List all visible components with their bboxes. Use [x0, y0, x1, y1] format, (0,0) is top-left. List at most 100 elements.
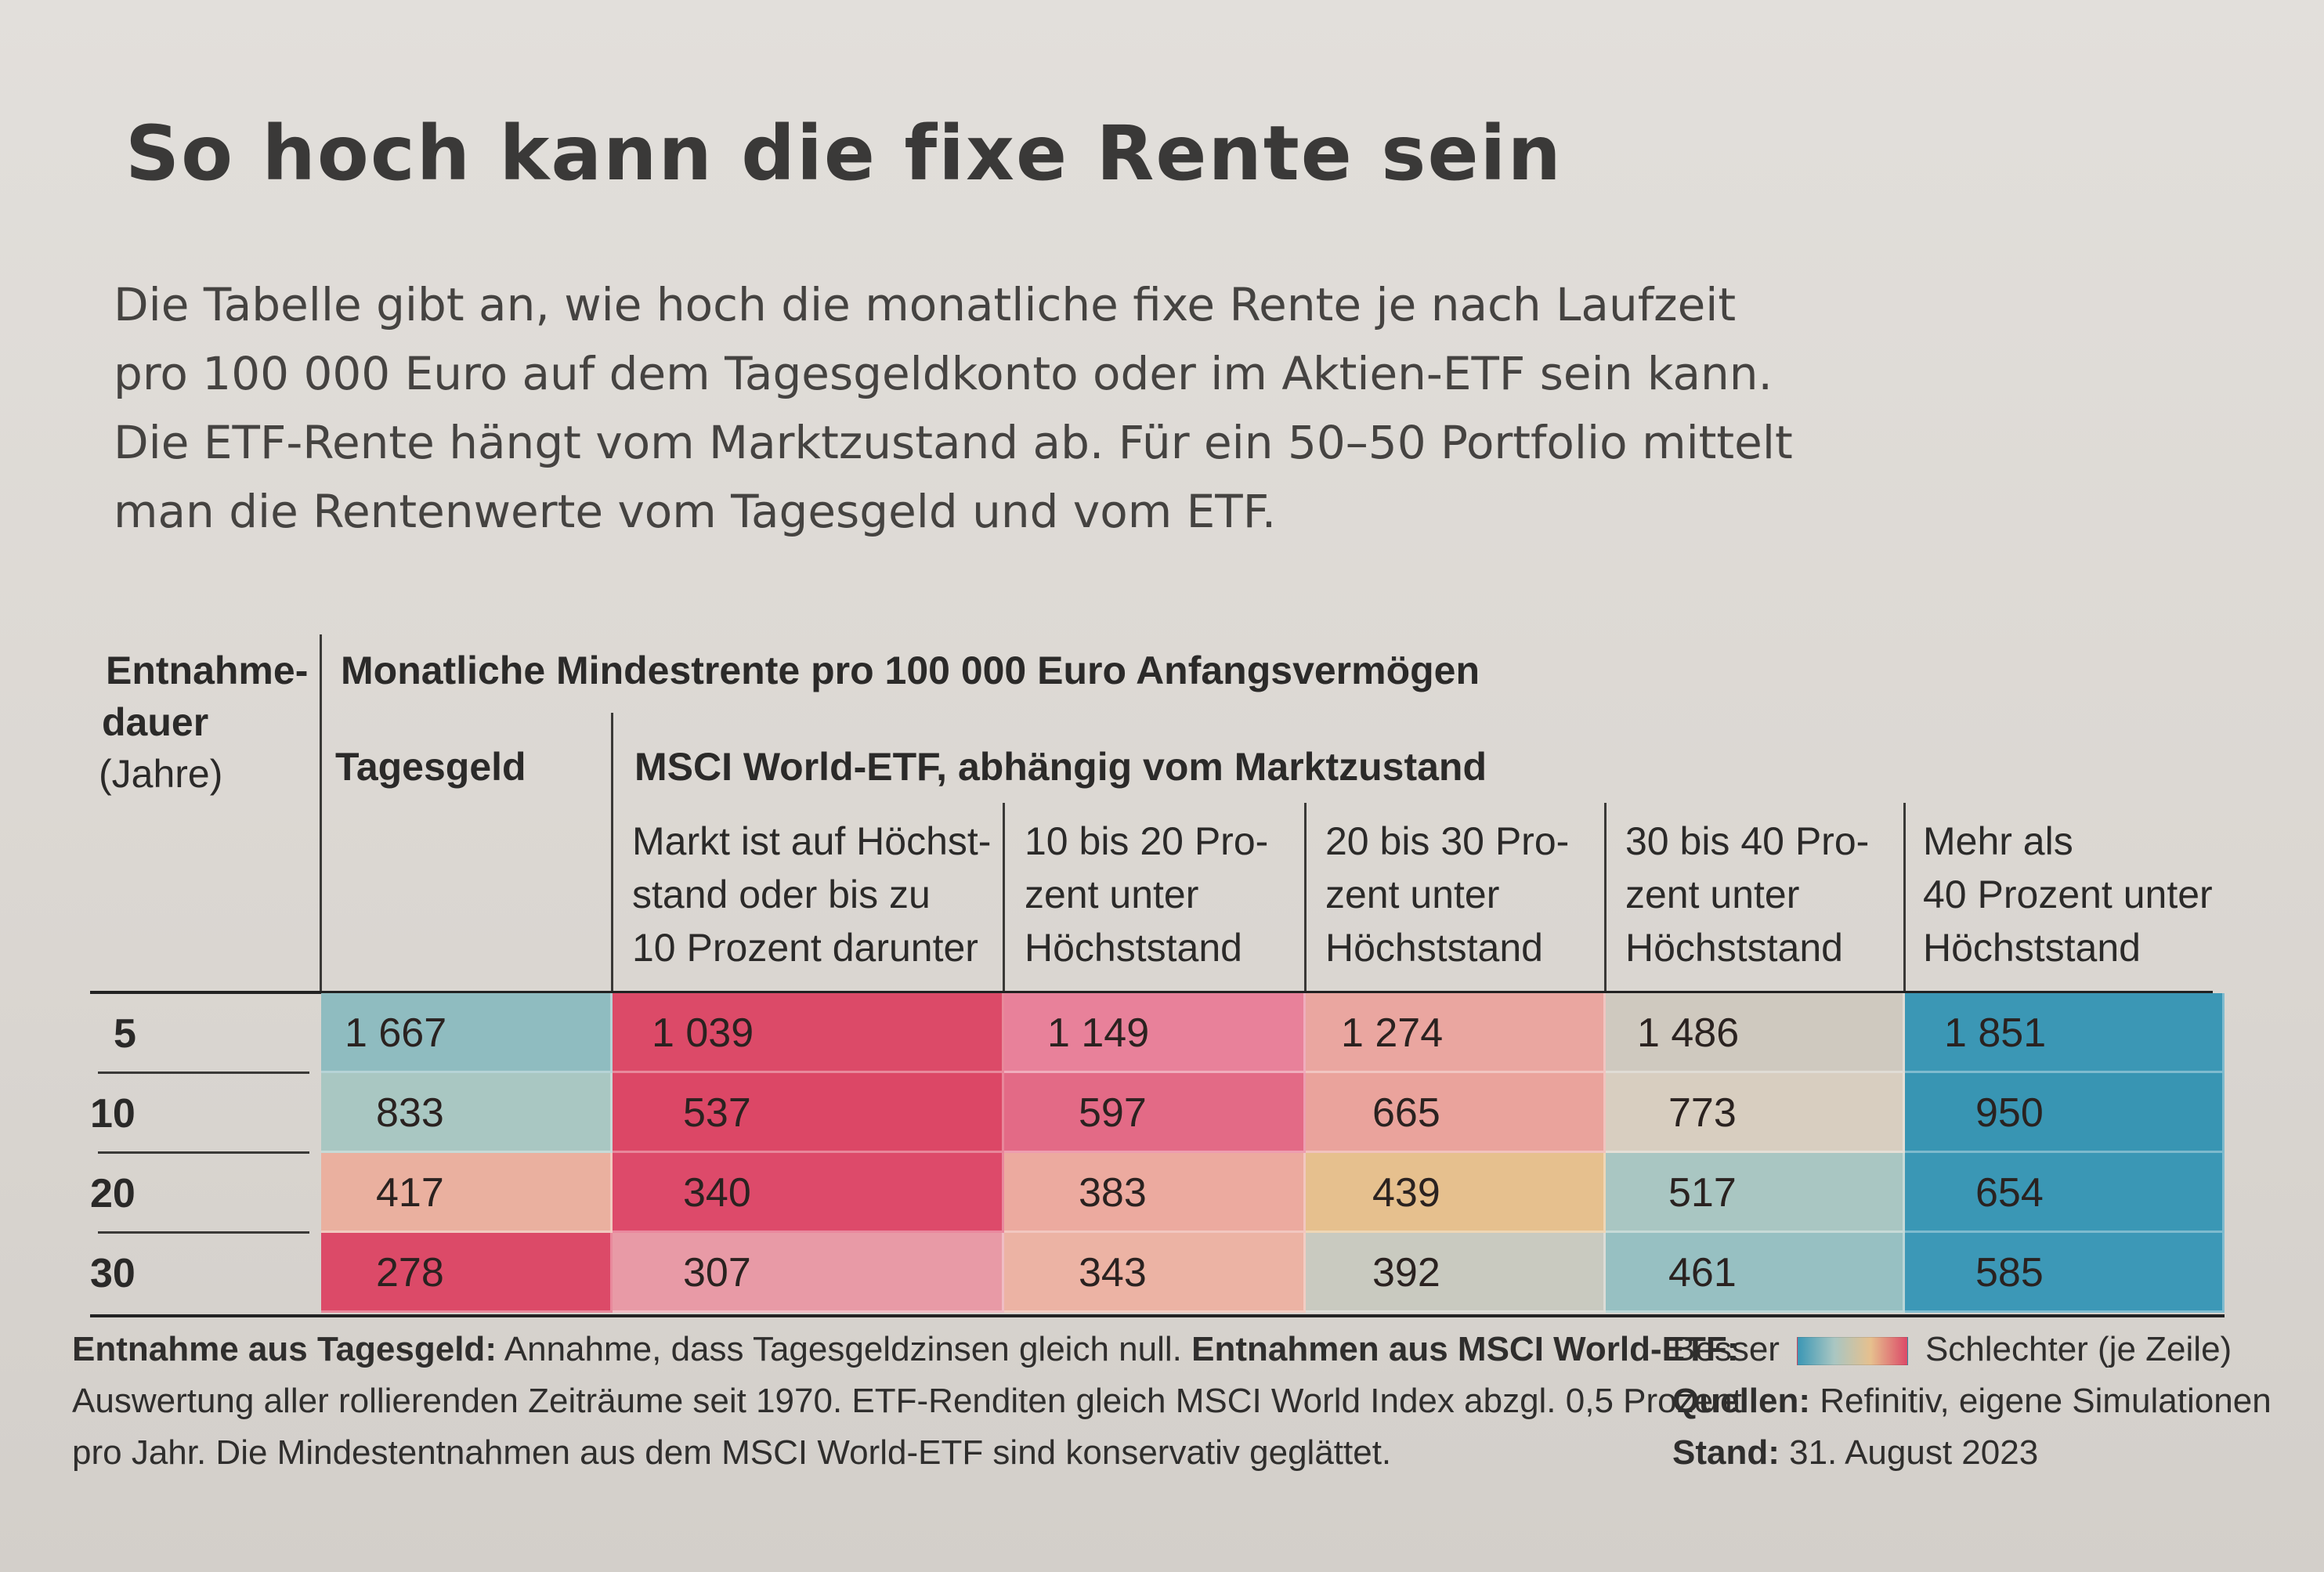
col-header-etf-5: Mehr als 40 Prozent unter Höchststand	[1923, 815, 2213, 974]
cell-value: 773	[1668, 1090, 1737, 1136]
footnote-line-3: pro Jahr. Die Mindestentnahmen aus dem M…	[72, 1433, 1392, 1472]
cell-value: 517	[1668, 1170, 1737, 1216]
col-header-etf-3: 20 bis 30 Pro- zent unter Höchststand	[1325, 815, 1569, 974]
table-cell: 343	[1004, 1233, 1306, 1313]
col-header-line: Mehr als	[1923, 819, 2073, 863]
col-header-etf-1: Markt ist auf Höchst- stand oder bis zu …	[632, 815, 991, 974]
cell-value: 1 851	[1944, 1010, 2047, 1056]
legend-worse-label: Schlechter (je Zeile)	[1925, 1330, 2232, 1368]
footnote-line-2: Auswertung aller rollierenden Zeiträume …	[72, 1382, 1742, 1420]
footnote-label: Entnahmen aus MSCI World-ETF:	[1191, 1330, 1739, 1368]
header-rule	[90, 991, 2213, 994]
col-header-line: zent unter	[1325, 873, 1500, 916]
cell-value: 392	[1372, 1250, 1440, 1296]
divider	[1903, 803, 1906, 991]
date-label: Stand:	[1672, 1433, 1780, 1472]
cell-value: 340	[683, 1170, 751, 1216]
footnote-text: Annahme, dass Tagesgeldzinsen gleich nul…	[496, 1330, 1192, 1368]
table-cell: 417	[321, 1153, 613, 1233]
table-cell: 1 274	[1306, 993, 1606, 1073]
col-header-etf-2: 10 bis 20 Pro- zent unter Höchststand	[1025, 815, 1268, 974]
table-cell: 773	[1606, 1073, 1905, 1153]
table-cell: 517	[1606, 1153, 1905, 1233]
sources-text: Refinitiv, eigene Simulationen	[1810, 1382, 2272, 1420]
cell-value: 665	[1372, 1090, 1440, 1136]
intro-line: man die Rentenwerte vom Tagesgeld und vo…	[114, 485, 1277, 538]
cell-value: 383	[1079, 1170, 1147, 1216]
legend-scale: Besser Schlechter (je Zeile)	[1672, 1324, 2268, 1375]
col-header-line: stand oder bis zu	[632, 873, 931, 916]
cell-value: 307	[683, 1250, 751, 1296]
intro-line: Die Tabelle gibt an, wie hoch die monatl…	[114, 278, 1737, 331]
cell-value: 1 274	[1341, 1010, 1444, 1056]
sources-label: Quellen:	[1672, 1382, 1811, 1420]
intro-line: Die ETF-Rente hängt vom Marktzustand ab.…	[114, 416, 1793, 469]
divider	[320, 634, 322, 991]
divider	[1604, 803, 1607, 991]
table-cell: 1 149	[1004, 993, 1306, 1073]
legend-better-label: Besser	[1672, 1330, 1780, 1368]
cell-value: 278	[376, 1250, 444, 1296]
table-cell: 392	[1306, 1233, 1606, 1313]
intro-line: pro 100 000 Euro auf dem Tagesgeldkonto …	[114, 347, 1773, 400]
table-cell: 307	[613, 1233, 1004, 1313]
table-cell: 654	[1905, 1153, 2225, 1233]
group-header: Monatliche Mindestrente pro 100 000 Euro…	[341, 649, 1480, 692]
table-cell: 950	[1905, 1073, 2225, 1153]
table-cell: 1 667	[321, 993, 613, 1073]
sources: Quellen: Refinitiv, eigene Simulationen	[1672, 1375, 2272, 1427]
col-header-line: Höchststand	[1025, 926, 1242, 970]
intro-text: Die Tabelle gibt an, wie hoch die monatl…	[114, 270, 1993, 546]
table-cell: 383	[1004, 1153, 1306, 1233]
footnote-line-1: Entnahme aus Tagesgeld: Annahme, dass Ta…	[72, 1324, 1738, 1375]
table-bottom-rule	[90, 1314, 2225, 1317]
row-header-line-2: dauer	[102, 700, 209, 744]
row-label-years: 10	[90, 1091, 136, 1137]
cell-value: 439	[1372, 1170, 1440, 1216]
table-cell: 278	[321, 1233, 613, 1313]
date-text: 31. August 2023	[1779, 1433, 2039, 1472]
col-header-line: zent unter	[1625, 873, 1800, 916]
row-header-line-1: Entnahme-	[106, 649, 309, 692]
cell-value: 1 486	[1637, 1010, 1740, 1056]
divider	[1003, 803, 1005, 991]
col-header-line: 40 Prozent unter	[1923, 873, 2213, 916]
row-separator	[98, 1231, 309, 1234]
table-cell: 597	[1004, 1073, 1306, 1153]
row-separator	[98, 1071, 309, 1074]
row-label-years: 20	[90, 1171, 136, 1216]
cell-value: 833	[376, 1090, 444, 1136]
table-cell: 340	[613, 1153, 1004, 1233]
col-header-line: 10 Prozent darunter	[632, 926, 978, 970]
cell-value: 585	[1975, 1250, 2044, 1296]
footnote: Entnahme aus Tagesgeld: Annahme, dass Ta…	[72, 1324, 1742, 1479]
date-stamp: Stand: 31. August 2023	[1672, 1427, 2268, 1479]
cell-value: 654	[1975, 1170, 2044, 1216]
cell-value: 597	[1079, 1090, 1147, 1136]
table-cell: 833	[321, 1073, 613, 1153]
cell-value: 343	[1079, 1250, 1147, 1296]
col-header-tagesgeld: Tagesgeld	[335, 745, 526, 789]
row-separator	[98, 1151, 309, 1154]
col-header-line: zent unter	[1025, 873, 1199, 916]
cell-value: 417	[376, 1170, 444, 1216]
col-header-line: 30 bis 40 Pro-	[1625, 819, 1870, 863]
col-header-line: 20 bis 30 Pro-	[1325, 819, 1570, 863]
cell-value: 1 149	[1047, 1010, 1150, 1056]
divider	[611, 713, 613, 991]
row-label-years: 5	[114, 1011, 136, 1057]
cell-value: 950	[1975, 1090, 2044, 1136]
table-cell: 439	[1306, 1153, 1606, 1233]
table-cell: 461	[1606, 1233, 1905, 1313]
row-header-line-3: (Jahre)	[99, 752, 223, 796]
legend: Besser Schlechter (je Zeile) Quellen: Ref…	[1672, 1324, 2272, 1479]
col-header-line: Höchststand	[1923, 926, 2141, 970]
table-cell: 537	[613, 1073, 1004, 1153]
col-header-line: 10 bis 20 Pro-	[1025, 819, 1269, 863]
col-header-etf-4: 30 bis 40 Pro- zent unter Höchststand	[1625, 815, 1869, 974]
cell-value: 461	[1668, 1250, 1737, 1296]
etf-group-header: MSCI World-ETF, abhängig vom Marktzustan…	[634, 745, 1487, 789]
cell-value: 1 039	[652, 1010, 754, 1056]
footnote-label: Entnahme aus Tagesgeld:	[72, 1330, 497, 1368]
